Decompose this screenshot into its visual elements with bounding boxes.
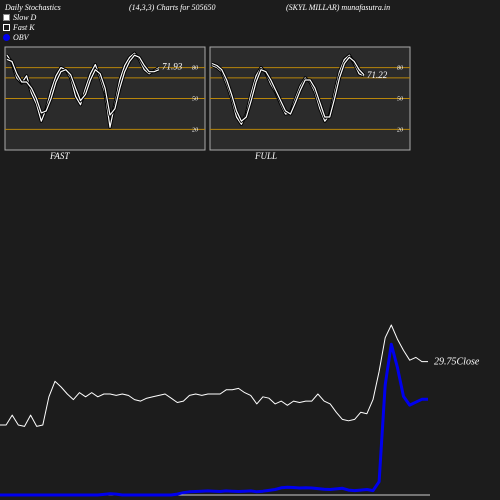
chart-params: (14,3,3) Charts for 505650 — [129, 3, 216, 12]
fast-tick-label: 50 — [192, 97, 198, 103]
chart-title: Daily Stochastics — [5, 3, 61, 12]
close-last-value: 29.75Close — [434, 357, 480, 368]
legend-item-obv: OBV — [3, 33, 29, 42]
legend-label: OBV — [13, 33, 29, 42]
legend-label: Slow D — [13, 13, 37, 22]
full-tick-label: 80 — [397, 66, 403, 72]
fast-k-swatch — [3, 24, 10, 31]
full-panel-title: FULL — [254, 151, 277, 161]
fast-tick-label: 20 — [192, 127, 198, 133]
full-tick-label: 50 — [397, 97, 403, 103]
legend-item-slow-d: Slow D — [3, 13, 36, 22]
full-tick-label: 20 — [397, 127, 403, 133]
close-line — [0, 324, 428, 427]
fast-last-value: 71.93 — [162, 62, 183, 72]
legend-item-fast-k: Fast K — [3, 23, 35, 32]
full-panel: 80 50 20 71.22 FULL — [209, 46, 411, 161]
obv-line — [0, 342, 428, 497]
slow-d-swatch — [3, 14, 10, 21]
fast-panel: 80 50 20 71.93 FAST — [4, 46, 206, 161]
full-series-line — [211, 56, 365, 122]
fast-panel-title: FAST — [49, 151, 70, 161]
fast-tick-label: 80 — [192, 66, 198, 72]
fast-series-line — [6, 54, 160, 116]
legend-label: Fast K — [13, 23, 35, 32]
chart-symbol: (SKYL MILLAR) munafasutra.in — [286, 3, 391, 12]
obv-swatch — [3, 34, 10, 41]
full-last-value: 71.22 — [367, 70, 388, 80]
